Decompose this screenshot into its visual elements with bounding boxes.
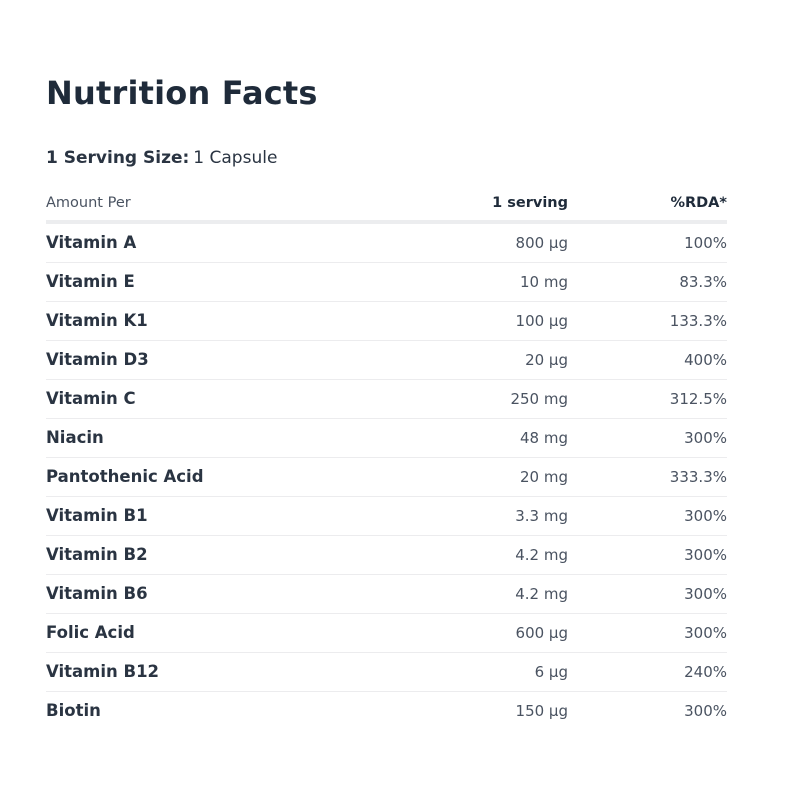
serving-size: 1 Serving Size: 1 Capsule: [46, 148, 277, 168]
nutrient-amount: 48 mg: [520, 429, 568, 447]
nutrient-rda: 400%: [684, 351, 727, 369]
nutrient-name: Vitamin C: [46, 389, 136, 408]
nutrient-name: Folic Acid: [46, 623, 135, 642]
header-amount-per: Amount Per: [46, 195, 131, 211]
table-row: Vitamin B2 4.2 mg 300%: [46, 536, 727, 575]
table-row: Biotin 150 µg 300%: [46, 692, 727, 730]
serving-size-value: 1 Capsule: [193, 148, 278, 168]
nutrient-name: Vitamin K1: [46, 311, 148, 330]
serving-size-label: 1 Serving Size:: [46, 148, 190, 168]
nutrient-name: Vitamin B6: [46, 584, 148, 603]
nutrient-amount: 250 mg: [510, 390, 568, 408]
nutrient-amount: 600 µg: [515, 624, 568, 642]
table-row: Niacin 48 mg 300%: [46, 419, 727, 458]
nutrient-name: Vitamin D3: [46, 350, 149, 369]
nutrient-rda: 300%: [684, 507, 727, 525]
nutrient-name: Vitamin E: [46, 272, 135, 291]
nutrient-rda: 300%: [684, 546, 727, 564]
table-row: Pantothenic Acid 20 mg 333.3%: [46, 458, 727, 497]
nutrient-rda: 300%: [684, 429, 727, 447]
nutrient-amount: 10 mg: [520, 273, 568, 291]
table-row: Vitamin D3 20 µg 400%: [46, 341, 727, 380]
table-header: Amount Per 1 serving %RDA*: [46, 192, 727, 224]
nutrient-rda: 100%: [684, 234, 727, 252]
nutrient-name: Niacin: [46, 428, 104, 447]
table-row: Vitamin A 800 µg 100%: [46, 224, 727, 263]
nutrient-amount: 800 µg: [515, 234, 568, 252]
nutrient-amount: 20 µg: [525, 351, 568, 369]
nutrient-amount: 100 µg: [515, 312, 568, 330]
nutrient-name: Vitamin B1: [46, 506, 148, 525]
nutrient-rda: 83.3%: [679, 273, 727, 291]
page-title: Nutrition Facts: [46, 74, 318, 112]
nutrient-amount: 3.3 mg: [515, 507, 568, 525]
table-row: Vitamin B6 4.2 mg 300%: [46, 575, 727, 614]
table-row: Vitamin E 10 mg 83.3%: [46, 263, 727, 302]
table-row: Vitamin B1 3.3 mg 300%: [46, 497, 727, 536]
table-row: Vitamin B12 6 µg 240%: [46, 653, 727, 692]
nutrient-amount: 150 µg: [515, 702, 568, 720]
nutrient-amount: 4.2 mg: [515, 585, 568, 603]
nutrient-amount: 4.2 mg: [515, 546, 568, 564]
nutrient-name: Vitamin A: [46, 233, 137, 252]
header-rda: %RDA*: [670, 195, 727, 211]
table-row: Vitamin K1 100 µg 133.3%: [46, 302, 727, 341]
nutrient-rda: 333.3%: [669, 468, 727, 486]
table-row: Vitamin C 250 mg 312.5%: [46, 380, 727, 419]
nutrient-amount: 6 µg: [534, 663, 568, 681]
header-serving: 1 serving: [492, 195, 568, 211]
nutrient-name: Biotin: [46, 701, 101, 720]
nutrient-rda: 312.5%: [669, 390, 727, 408]
nutrient-rda: 240%: [684, 663, 727, 681]
nutrient-rda: 300%: [684, 585, 727, 603]
nutrient-name: Vitamin B2: [46, 545, 148, 564]
nutrient-rda: 300%: [684, 624, 727, 642]
nutrient-rda: 133.3%: [669, 312, 727, 330]
nutrient-amount: 20 mg: [520, 468, 568, 486]
nutrient-name: Vitamin B12: [46, 662, 160, 681]
nutrient-rda: 300%: [684, 702, 727, 720]
table-row: Folic Acid 600 µg 300%: [46, 614, 727, 653]
nutrient-table: Vitamin A 800 µg 100% Vitamin E 10 mg 83…: [46, 224, 727, 730]
nutrient-name: Pantothenic Acid: [46, 467, 204, 486]
